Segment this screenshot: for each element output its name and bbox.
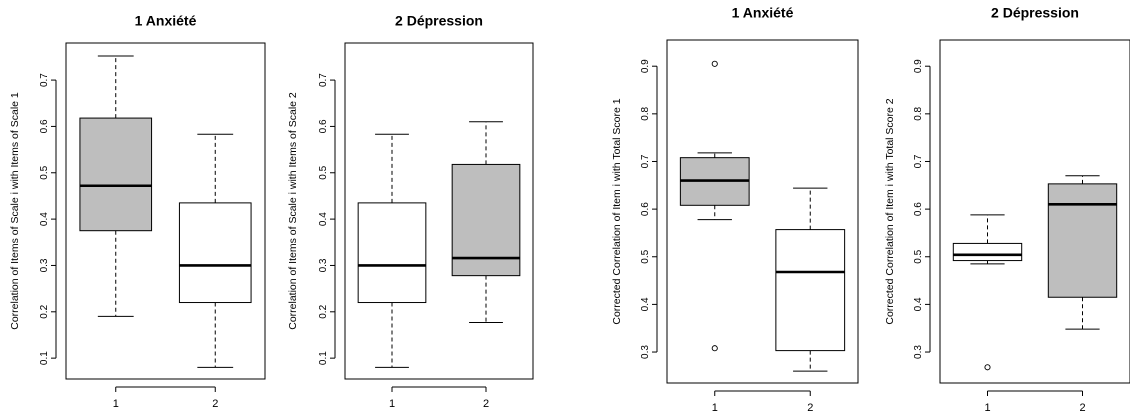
y-axis-label: Corrected Correlation of Item i with Tot… [611, 98, 623, 324]
x-tick-label: 1 [984, 402, 990, 414]
y-tick-label: 0.7 [640, 154, 651, 168]
y-tick-label: 0.5 [913, 249, 924, 263]
boxplot-panel-3: 1 Anxiété 0.3 0.4 0.5 0.6 0.7 0.8 0.9 Corrected … [611, 5, 859, 414]
y-tick-label: 0.7 [39, 73, 50, 87]
y-tick-label: 0.8 [913, 106, 924, 120]
panel-title: 1 Anxiété [732, 5, 794, 21]
x-tick-label: 2 [1079, 402, 1085, 414]
panel-title: 1 Anxiété [135, 13, 197, 29]
box-iqr [357, 202, 427, 304]
y-tick-label: 0.9 [913, 59, 924, 73]
box-category-2 [775, 187, 846, 372]
y-tick-label: 0.2 [318, 304, 329, 318]
boxplot-panel-1: 1 Anxiété 0.1 0.2 0.3 0.4 0.5 0.6 0.7 Correlatio… [9, 13, 266, 410]
box-category-2 [451, 121, 521, 323]
box-category-1 [679, 60, 750, 352]
outlier-point [711, 60, 718, 67]
y-tick-label: 0.3 [640, 345, 651, 359]
box-iqr [952, 242, 1023, 262]
plot-frame [666, 39, 859, 384]
y-tick-label: 0.6 [913, 202, 924, 216]
x-tick-label: 1 [712, 402, 718, 414]
outlier-point [711, 345, 718, 352]
plot-frame [939, 39, 1130, 384]
x-tick-label: 2 [483, 398, 489, 410]
box-iqr [775, 229, 846, 352]
box-category-1 [357, 133, 427, 368]
y-tick-label: 0.7 [318, 73, 329, 87]
x-tick-label: 1 [113, 398, 119, 410]
box-category-1 [79, 55, 153, 317]
y-tick-label: 0.5 [39, 165, 50, 179]
outlier-point [984, 364, 991, 371]
y-tick-label: 0.7 [913, 154, 924, 168]
box-iqr [1047, 183, 1118, 298]
y-tick-label: 0.4 [39, 212, 50, 226]
y-axis-label: Correlation of Items of Scale i with Ite… [9, 92, 21, 330]
y-tick-label: 0.6 [318, 119, 329, 133]
y-axis-label: Correlation of Items of Scale i with Ite… [287, 92, 299, 330]
plot-frame [65, 42, 266, 380]
x-tick-label: 1 [389, 398, 395, 410]
y-tick-label: 0.3 [913, 345, 924, 359]
y-tick-label: 0.9 [640, 59, 651, 73]
plot-frame [344, 42, 534, 380]
boxplot-panel-2: 2 Dépression 0.1 0.2 0.3 0.4 0.5 0.6 0.7 Correla… [287, 13, 534, 410]
y-tick-label: 0.8 [640, 106, 651, 120]
box-iqr [178, 202, 252, 304]
y-tick-label: 0.4 [640, 297, 651, 311]
y-tick-label: 0.4 [913, 297, 924, 311]
y-tick-label: 0.1 [39, 351, 50, 365]
x-tick-label: 2 [212, 398, 218, 410]
panel-title: 2 Dépression [395, 13, 483, 29]
y-tick-label: 0.4 [318, 212, 329, 226]
y-tick-label: 0.6 [39, 119, 50, 133]
box-category-2 [178, 133, 252, 368]
y-tick-label: 0.5 [318, 165, 329, 179]
y-tick-label: 0.6 [640, 202, 651, 216]
panel-title: 2 Dépression [991, 5, 1079, 21]
y-tick-label: 0.3 [39, 258, 50, 272]
y-tick-label: 0.2 [39, 304, 50, 318]
x-tick-label: 2 [807, 402, 813, 414]
box-iqr [79, 117, 153, 232]
y-tick-label: 0.5 [640, 249, 651, 263]
boxplot-panel-4: 2 Dépression 0.3 0.4 0.5 0.6 0.7 0.8 0.9 Correct… [884, 5, 1130, 414]
y-tick-label: 0.3 [318, 258, 329, 272]
box-category-1 [952, 214, 1023, 371]
box-category-2 [1047, 175, 1118, 330]
y-axis-label: Corrected Correlation of Item i with Tot… [884, 98, 896, 324]
y-tick-label: 0.1 [318, 351, 329, 365]
